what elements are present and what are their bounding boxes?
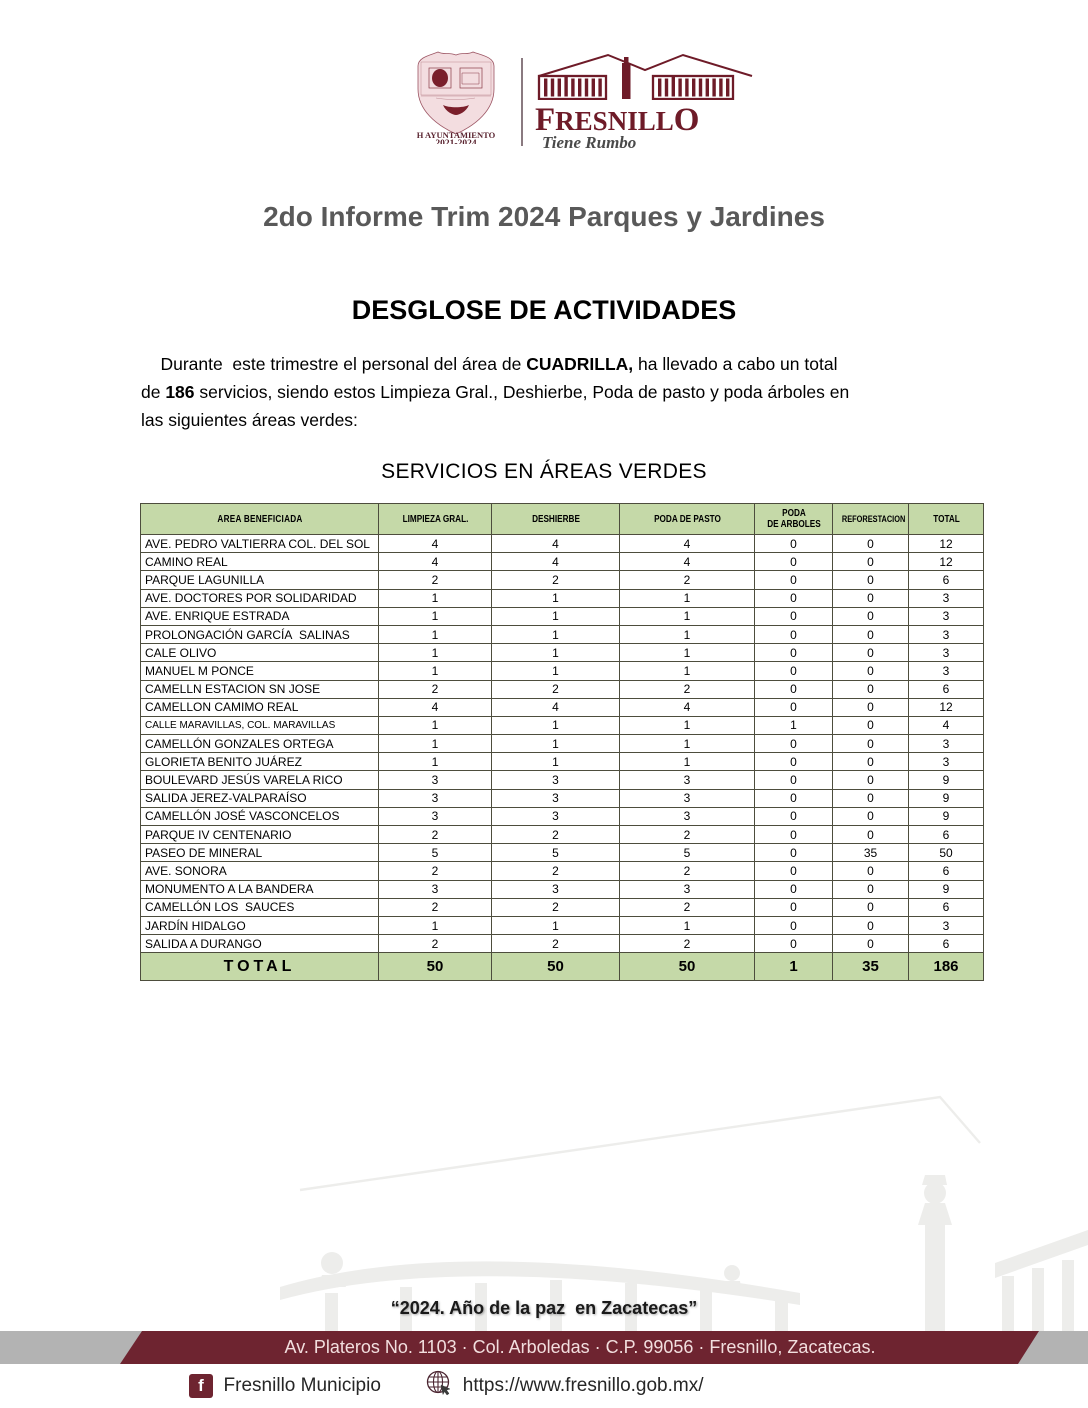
svg-text:2021-2024: 2021-2024 <box>435 139 476 144</box>
